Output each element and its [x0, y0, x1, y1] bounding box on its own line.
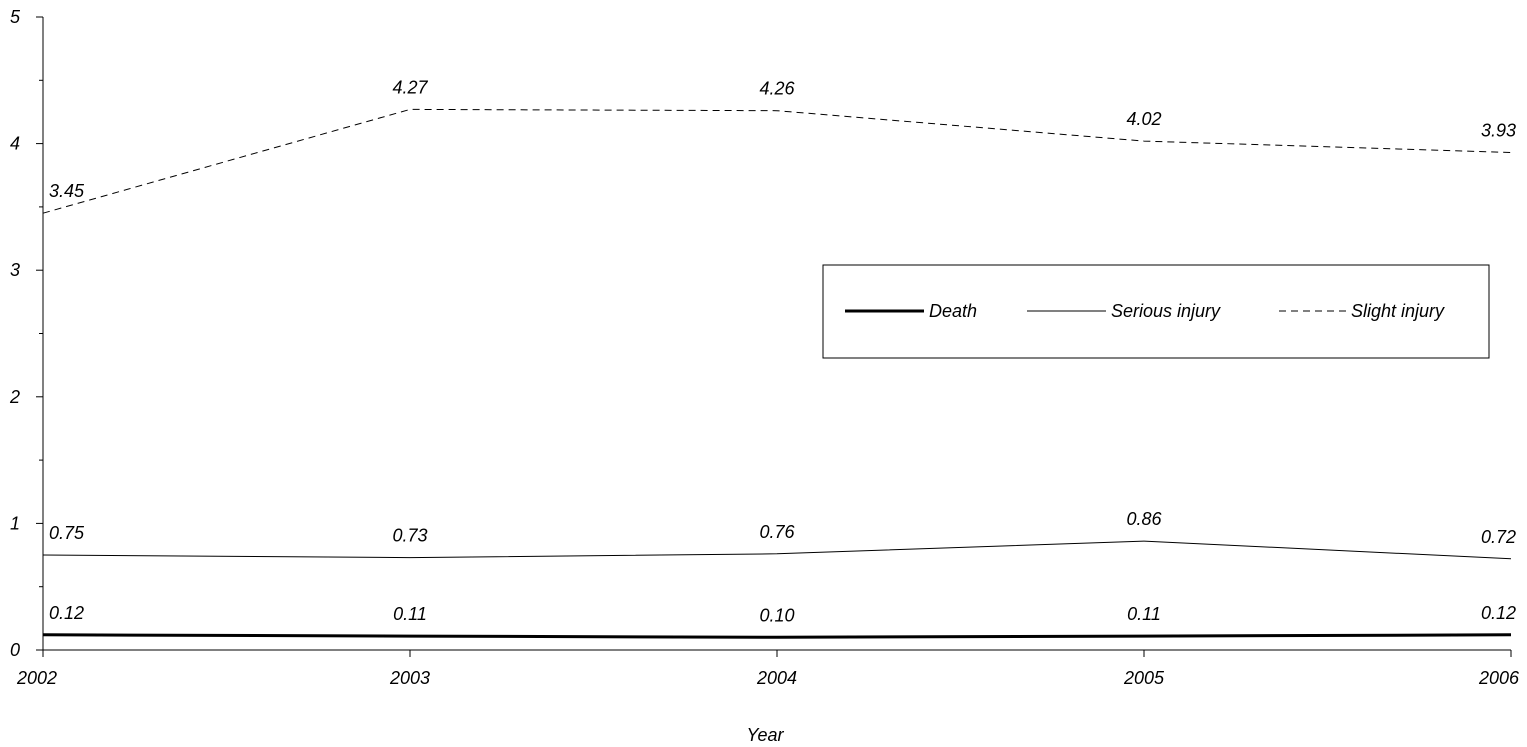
- data-label-death: 0.12: [49, 603, 84, 623]
- x-axis-title: Year: [746, 725, 784, 745]
- y-tick-label: 4: [10, 134, 20, 154]
- legend-label-slight-injury: Slight injury: [1351, 301, 1445, 321]
- legend-box: [822, 264, 1490, 359]
- data-label-slight-injury: 3.45: [49, 181, 85, 201]
- legend-label-death: Death: [929, 301, 977, 321]
- y-tick-label: 3: [10, 260, 20, 280]
- y-tick-label: 1: [10, 513, 20, 533]
- x-tick-label: 2006: [1478, 668, 1520, 688]
- data-label-death: 0.10: [759, 605, 794, 625]
- series-lines: [42, 108, 1512, 639]
- data-label-slight-injury: 3.93: [1481, 120, 1516, 140]
- y-tick-label: 2: [9, 387, 20, 407]
- data-label-serious-injury: 0.72: [1481, 527, 1516, 547]
- y-tick-label: 0: [10, 640, 20, 660]
- legend: Death Serious injury Slight injury: [822, 264, 1490, 359]
- data-label-death: 0.11: [393, 604, 427, 624]
- x-tick-label: 2003: [389, 668, 430, 688]
- axes: 0 1 2 3 4 5 2002 2003 2004 2005 2006: [9, 7, 1520, 688]
- y-tick-label: 5: [10, 7, 21, 27]
- series-line-death: [42, 633, 1512, 639]
- data-label-serious-injury: 0.75: [49, 523, 85, 543]
- data-label-slight-injury: 4.02: [1126, 109, 1161, 129]
- data-label-death: 0.12: [1481, 603, 1516, 623]
- data-label-serious-injury: 0.73: [392, 526, 427, 546]
- x-tick-label: 2005: [1123, 668, 1165, 688]
- data-labels: 0.12 0.11 0.10 0.11 0.12 0.75 0.73 0.76 0.86 0.72…: [49, 77, 1516, 625]
- x-tick-label: 2004: [756, 668, 797, 688]
- legend-label-serious-injury: Serious injury: [1111, 301, 1221, 321]
- data-label-serious-injury: 0.76: [759, 522, 795, 542]
- series-line-serious-injury: [42, 540, 1512, 560]
- data-label-slight-injury: 4.27: [392, 77, 428, 97]
- x-tick-label: 2002: [16, 668, 57, 688]
- data-label-death: 0.11: [1127, 604, 1161, 624]
- data-label-slight-injury: 4.26: [759, 79, 795, 99]
- data-label-serious-injury: 0.86: [1126, 509, 1162, 529]
- series-line-slight-injury: [42, 108, 1512, 214]
